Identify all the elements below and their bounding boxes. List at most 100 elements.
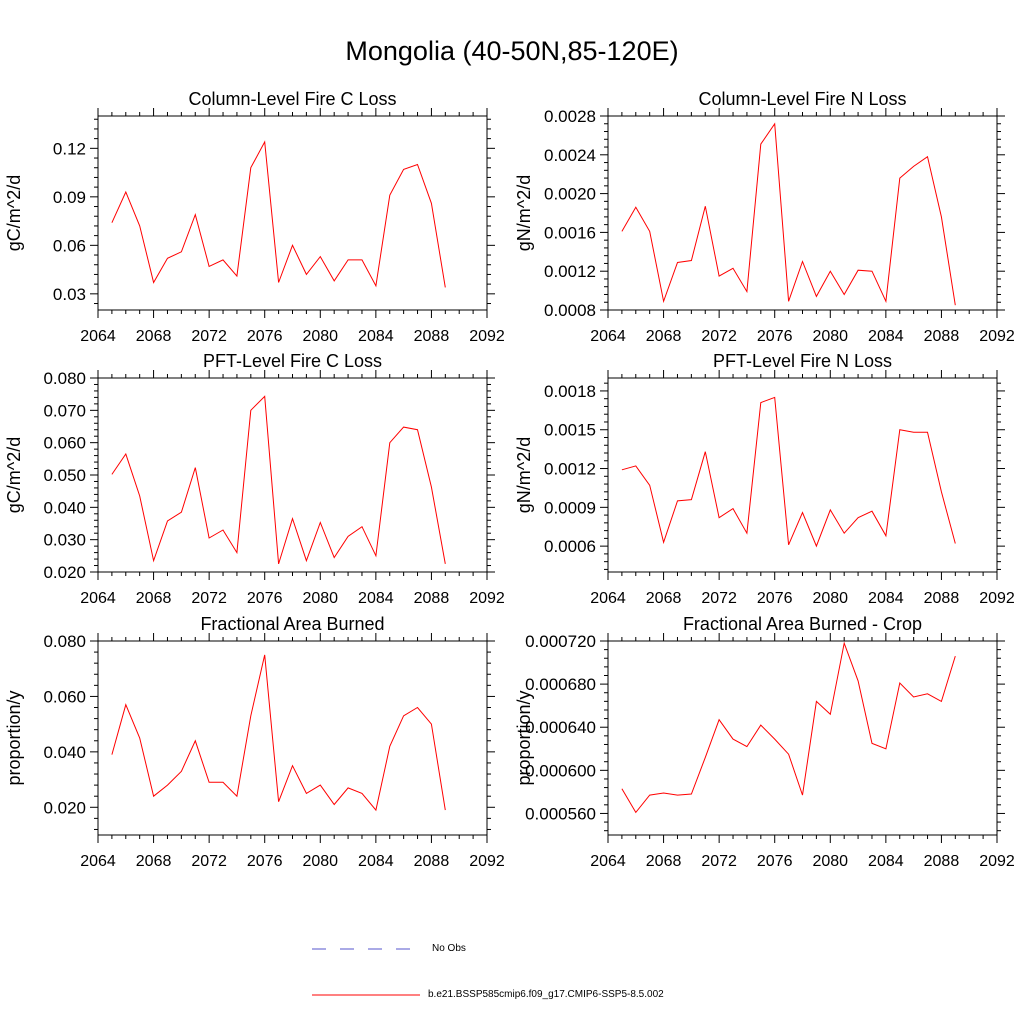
x-tick-label: 2068: [646, 328, 682, 345]
y-tick-label: 0.030: [43, 531, 86, 550]
x-tick-label: 2080: [302, 853, 338, 870]
x-tick-label: 2080: [812, 853, 848, 870]
y-tick-label: 0.0018: [544, 382, 596, 401]
x-tick-label: 2072: [191, 853, 227, 870]
x-tick-label: 2072: [701, 590, 737, 607]
x-tick-label: 2068: [646, 590, 682, 607]
chart-panel-3: 2064 2068 2072 2076 2080 2084 2088 2092 0.020 0.0…: [4, 351, 505, 607]
x-tick-label: 2080: [302, 590, 338, 607]
y-tick-label: 0.06: [53, 236, 86, 255]
y-tick-label: 0.000560: [525, 804, 596, 823]
plot-frame: [97, 640, 488, 836]
y-axis-label: proportion/y: [514, 690, 534, 785]
x-tick-label: 2084: [358, 328, 394, 345]
chart-title: Column-Level Fire N Loss: [698, 89, 906, 109]
x-tick-label: 2088: [924, 590, 960, 607]
x-tick-label: 2084: [868, 853, 904, 870]
y-tick-label: 0.0006: [544, 537, 596, 556]
y-tick-label: 0.000720: [525, 632, 596, 651]
x-tick-label: 2072: [191, 590, 227, 607]
x-tick-label: 2088: [414, 328, 450, 345]
series-line: [621, 396, 956, 548]
y-tick-label: 0.0009: [544, 498, 596, 517]
x-tick-label: 2076: [247, 328, 283, 345]
y-tick-label: 0.060: [43, 434, 86, 453]
x-tick-label: 2064: [590, 853, 626, 870]
y-tick-label: 0.0012: [544, 460, 596, 479]
x-tick-label: 2084: [868, 328, 904, 345]
y-axis-label: gC/m^2/d: [4, 175, 24, 251]
x-tick-label: 2080: [812, 590, 848, 607]
x-tick-label: 2068: [136, 590, 172, 607]
chart-title: Fractional Area Burned: [200, 614, 384, 634]
x-tick-label: 2076: [757, 853, 793, 870]
y-axis-label: gN/m^2/d: [514, 437, 534, 513]
x-tick-label: 2076: [757, 328, 793, 345]
x-tick-label: 2088: [414, 590, 450, 607]
x-tick-label: 2092: [979, 328, 1015, 345]
series-line: [111, 140, 446, 288]
y-tick-label: 0.080: [43, 632, 86, 651]
chart-panel-5: 2064 2068 2072 2076 2080 2084 2088 2092 0.020 0.0…: [4, 614, 505, 870]
x-tick-label: 2084: [358, 853, 394, 870]
x-tick-label: 2064: [590, 590, 626, 607]
y-axis-label: gN/m^2/d: [514, 175, 534, 251]
chart-title: PFT-Level Fire C Loss: [203, 351, 382, 371]
legend-obs-label: No Obs: [432, 943, 466, 954]
y-tick-label: 0.000600: [525, 761, 596, 780]
chart-panel-1: 2064 2068 2072 2076 2080 2084 2088 2092 0.03 0.06…: [4, 89, 505, 345]
x-tick-label: 2080: [302, 328, 338, 345]
y-tick-label: 0.000640: [525, 718, 596, 737]
x-tick-label: 2088: [924, 853, 960, 870]
y-tick-label: 0.0020: [544, 185, 596, 204]
x-tick-label: 2076: [247, 590, 283, 607]
x-tick-label: 2064: [590, 328, 626, 345]
x-tick-label: 2088: [924, 328, 960, 345]
legend-model-label: b.e21.BSSP585cmip6.f09_g17.CMIP6-SSP5-8.…: [428, 989, 664, 1000]
y-axis-label: proportion/y: [4, 690, 24, 785]
x-tick-label: 2092: [469, 590, 505, 607]
y-tick-label: 0.0012: [544, 262, 596, 281]
x-tick-label: 2068: [136, 853, 172, 870]
chart-panel-4: 2064 2068 2072 2076 2080 2084 2088 2092 0.0006 0.…: [514, 351, 1015, 607]
y-tick-label: 0.070: [43, 401, 86, 420]
x-tick-label: 2084: [358, 590, 394, 607]
chart-title: PFT-Level Fire N Loss: [713, 351, 892, 371]
x-tick-label: 2064: [80, 328, 116, 345]
y-tick-label: 0.050: [43, 466, 86, 485]
y-axis-label: gC/m^2/d: [4, 437, 24, 513]
y-tick-label: 0.040: [43, 743, 86, 762]
x-tick-label: 2076: [247, 853, 283, 870]
y-tick-label: 0.03: [53, 285, 86, 304]
y-tick-label: 0.0015: [544, 421, 596, 440]
chart-panel-2: 2064 2068 2072 2076 2080 2084 2088 2092 0.0008 0.…: [514, 89, 1015, 345]
x-tick-label: 2084: [868, 590, 904, 607]
chart-title: Fractional Area Burned - Crop: [683, 614, 922, 634]
page-title: Mongolia (40-50N,85-120E): [345, 36, 679, 66]
chart-title: Column-Level Fire C Loss: [188, 89, 396, 109]
y-tick-label: 0.0028: [544, 107, 596, 126]
x-tick-label: 2080: [812, 328, 848, 345]
x-tick-label: 2092: [979, 590, 1015, 607]
plot-frame: [607, 377, 998, 573]
y-tick-label: 0.020: [43, 563, 86, 582]
x-tick-label: 2072: [191, 328, 227, 345]
x-tick-label: 2092: [979, 853, 1015, 870]
y-tick-label: 0.09: [53, 188, 86, 207]
series-line: [621, 122, 956, 306]
x-tick-label: 2064: [80, 853, 116, 870]
chart-panel-6: 2064 2068 2072 2076 2080 2084 2088 2092 0.000560…: [514, 614, 1015, 870]
x-tick-label: 2072: [701, 328, 737, 345]
x-tick-label: 2072: [701, 853, 737, 870]
x-tick-label: 2092: [469, 328, 505, 345]
x-tick-label: 2076: [757, 590, 793, 607]
x-tick-label: 2068: [646, 853, 682, 870]
y-tick-label: 0.0016: [544, 223, 596, 242]
series-line: [111, 395, 446, 565]
y-tick-label: 0.020: [43, 798, 86, 817]
series-line: [111, 654, 446, 812]
y-tick-label: 0.080: [43, 369, 86, 388]
x-tick-label: 2088: [414, 853, 450, 870]
x-tick-label: 2064: [80, 590, 116, 607]
